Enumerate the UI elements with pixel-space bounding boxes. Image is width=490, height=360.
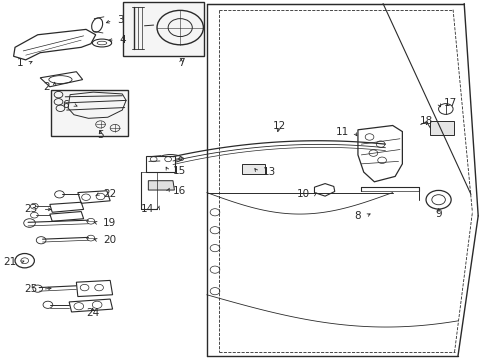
Text: 7: 7 (178, 58, 185, 68)
Text: 16: 16 (173, 186, 186, 196)
Text: 17: 17 (443, 98, 457, 108)
FancyBboxPatch shape (430, 121, 454, 135)
Text: 21: 21 (3, 257, 16, 267)
Text: 12: 12 (272, 121, 286, 131)
Text: 8: 8 (355, 211, 361, 221)
Text: 20: 20 (103, 235, 116, 245)
Text: 1: 1 (17, 58, 23, 68)
Text: 6: 6 (63, 100, 69, 110)
FancyBboxPatch shape (242, 164, 265, 174)
Text: 22: 22 (103, 189, 116, 199)
Text: 24: 24 (87, 308, 100, 318)
Text: 18: 18 (420, 116, 433, 126)
FancyBboxPatch shape (147, 156, 175, 172)
Text: 11: 11 (336, 127, 349, 136)
Text: 23: 23 (24, 204, 38, 215)
Text: 15: 15 (173, 166, 186, 176)
Text: 5: 5 (97, 130, 104, 140)
Text: 2: 2 (43, 82, 50, 92)
Polygon shape (148, 181, 174, 190)
Text: 9: 9 (435, 209, 442, 219)
FancyBboxPatch shape (51, 90, 128, 136)
FancyBboxPatch shape (123, 3, 204, 55)
Text: 25: 25 (24, 284, 38, 294)
Text: 4: 4 (120, 35, 126, 45)
Text: 13: 13 (262, 167, 275, 177)
Text: 10: 10 (296, 189, 310, 199)
Text: 14: 14 (141, 204, 154, 214)
Text: 3: 3 (118, 15, 124, 26)
Text: 19: 19 (103, 218, 116, 228)
